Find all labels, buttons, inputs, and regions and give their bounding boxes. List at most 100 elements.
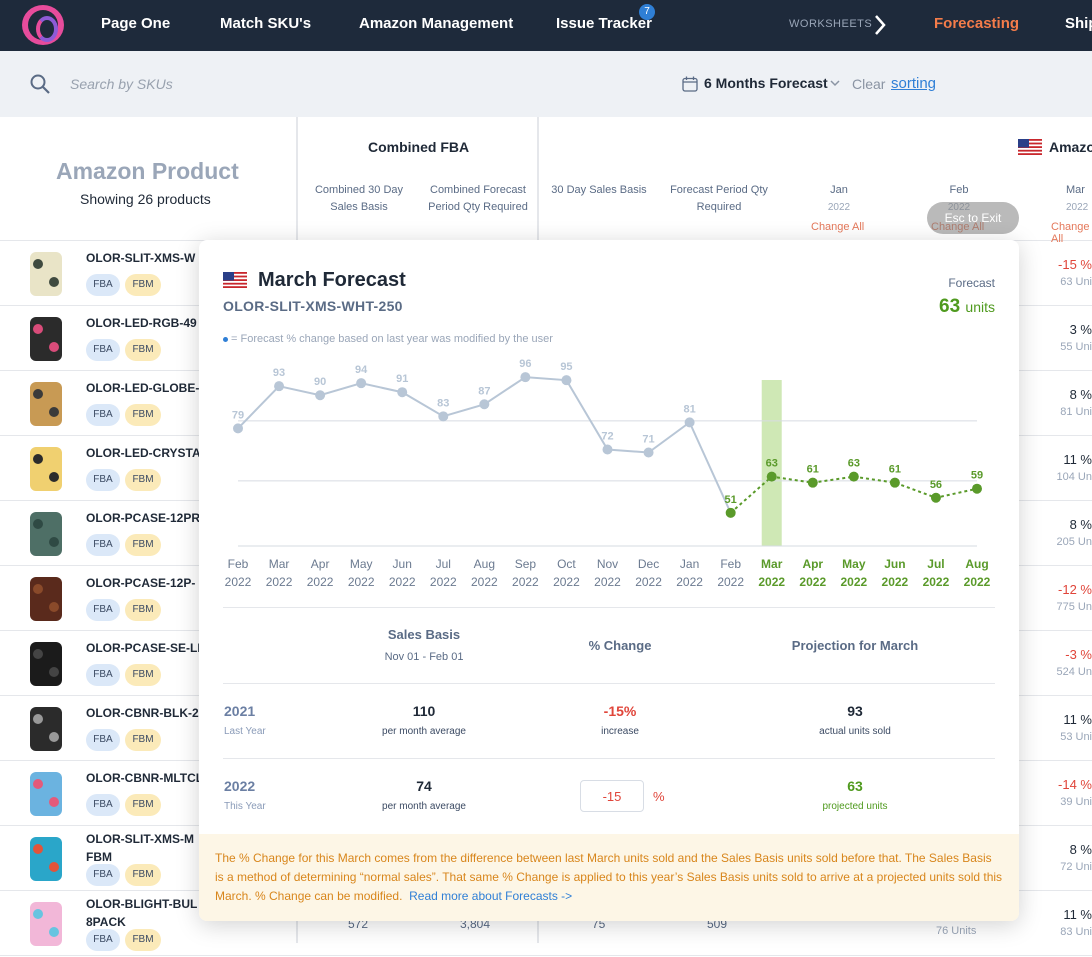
- x-tick-month: Dec: [638, 557, 659, 571]
- fba-tag: FBA: [86, 404, 120, 426]
- proj-2021: 93: [847, 703, 863, 719]
- data-point: [233, 423, 243, 434]
- sales-basis-header[interactable]: 30 Day Sales Basis: [551, 184, 647, 196]
- x-tick-year: 2022: [389, 575, 416, 589]
- x-tick-month: Apr: [311, 557, 330, 571]
- product-sku[interactable]: OLOR-PCASE-12PR: [86, 511, 201, 525]
- units-value: 39 Uni: [1060, 796, 1092, 808]
- data-label: 83: [437, 397, 449, 409]
- header-line: Combined Forecast: [430, 184, 526, 196]
- pct-change-value[interactable]: 8 %: [1069, 842, 1092, 857]
- product-sku[interactable]: OLOR-SLIT-XMS-W: [86, 251, 196, 265]
- proj-2022-sub: projected units: [822, 801, 888, 812]
- esc-to-exit-button[interactable]: Esc to Exit: [927, 202, 1019, 234]
- nav-forecasting[interactable]: Forecasting: [934, 15, 1020, 32]
- pct-change-value[interactable]: -14 %: [1058, 777, 1092, 792]
- forecast-period-select[interactable]: 6 Months Forecast: [704, 75, 828, 91]
- proj-2021-sub: actual units sold: [819, 726, 891, 737]
- row-units: 76 Units: [936, 925, 977, 937]
- table-row[interactable]: OLOR-SLIT-XMS-M FBM FBA FBM 8 % 72 Uni: [0, 826, 1092, 891]
- avg-2022-sub: per month average: [382, 801, 466, 812]
- x-tick-year: 2022: [553, 575, 580, 589]
- pct-change-value[interactable]: 11 %: [1063, 907, 1092, 922]
- combined-30-day-header[interactable]: Combined 30 Day Sales Basis: [306, 182, 412, 216]
- modified-dot-icon: [223, 336, 228, 342]
- pct-change-value[interactable]: -3 %: [1065, 647, 1092, 662]
- nav-worksheets[interactable]: WORKSHEETS: [789, 18, 873, 30]
- product-sku[interactable]: OLOR-LED-RGB-49: [86, 316, 197, 330]
- data-point: [684, 417, 695, 428]
- product-image: [20, 376, 72, 432]
- chevron-right-icon[interactable]: [873, 14, 887, 36]
- pct-change-value[interactable]: 3 %: [1069, 322, 1092, 337]
- x-tick-year: 2022: [635, 575, 662, 589]
- x-tick-year: 2022: [717, 575, 744, 589]
- x-tick-month: Jul: [436, 557, 451, 571]
- product-image: [20, 246, 72, 302]
- month-feb-header: Feb: [949, 184, 969, 196]
- forecast-modal: March Forecast OLOR-SLIT-XMS-WHT-250 For…: [199, 240, 1019, 921]
- change-2021-sub: increase: [601, 726, 639, 737]
- fba-tag: FBA: [86, 864, 120, 886]
- pct-change-value[interactable]: 11 %: [1063, 712, 1092, 727]
- nav-match-skus[interactable]: Match SKU's: [220, 15, 312, 32]
- pct-change-value[interactable]: 8 %: [1069, 517, 1092, 532]
- product-sku[interactable]: OLOR-BLIGHT-BUL: [86, 897, 198, 911]
- product-sku[interactable]: OLOR-CBNR-BLK-2: [86, 706, 199, 720]
- product-sku[interactable]: OLOR-CBNR-MLTCL: [86, 771, 204, 785]
- chevron-down-icon[interactable]: [830, 78, 840, 88]
- x-tick-year: 2022: [758, 575, 785, 589]
- nav-ship[interactable]: Ship: [1065, 15, 1092, 32]
- data-point: [602, 444, 613, 455]
- fba-tag: FBA: [86, 274, 120, 296]
- chart-legend-note: = Forecast % change based on last year w…: [223, 333, 553, 345]
- product-sku[interactable]: OLOR-PCASE-12P-: [86, 576, 196, 590]
- forecast-qty-header[interactable]: Forecast Period Qty Required: [660, 182, 778, 216]
- data-label: 94: [355, 364, 368, 376]
- x-tick-month: Jul: [927, 557, 944, 571]
- data-label: 63: [766, 458, 778, 470]
- pct-change-value[interactable]: -12 %: [1058, 582, 1092, 597]
- pct-change-value[interactable]: 8 %: [1069, 387, 1092, 402]
- forecast-chart: 79 93 90 94 91 83 87 96 95 72 71 81 51 63 61 63 61 56 59 Fe…: [225, 358, 991, 589]
- product-image: [20, 701, 72, 757]
- nav-issue-tracker[interactable]: Issue Tracker: [556, 15, 652, 32]
- nav-page-one[interactable]: Page One: [101, 15, 171, 32]
- fba-tag: FBA: [86, 534, 120, 556]
- combined-forecast-header[interactable]: Combined Forecast Period Qty Required: [421, 182, 535, 216]
- month-jan-header: Jan: [830, 184, 848, 196]
- app-logo[interactable]: [22, 5, 64, 45]
- highlight-bar: [761, 380, 782, 546]
- data-label: 91: [396, 373, 408, 385]
- nav-amazon-management[interactable]: Amazon Management: [359, 15, 514, 32]
- read-more-link[interactable]: Read more about Forecasts ->: [409, 889, 573, 903]
- x-tick-month: May: [842, 557, 866, 571]
- data-point: [725, 507, 736, 518]
- product-sku[interactable]: OLOR-SLIT-XMS-M: [86, 832, 194, 846]
- data-label: 79: [232, 409, 244, 421]
- product-sku[interactable]: OLOR-PCASE-SE-LI: [86, 641, 201, 655]
- product-image: [20, 441, 72, 497]
- units-value: 72 Uni: [1060, 861, 1092, 873]
- x-tick-year: 2022: [799, 575, 826, 589]
- data-point: [766, 471, 777, 482]
- proj-2022: 63: [847, 778, 863, 794]
- change-all-jan-link[interactable]: Change All: [811, 221, 865, 233]
- product-sku[interactable]: OLOR-LED-GLOBE-: [86, 381, 200, 395]
- data-label: 59: [971, 470, 983, 482]
- product-sku[interactable]: OLOR-LED-CRYSTA: [86, 446, 201, 460]
- data-label: 56: [930, 479, 942, 491]
- product-image: [20, 766, 72, 822]
- data-point: [315, 390, 326, 401]
- x-tick-month: Feb: [720, 557, 741, 571]
- pct-change-value[interactable]: 11 %: [1063, 452, 1092, 467]
- header-line: Combined 30 Day: [314, 184, 404, 196]
- pct-change-input[interactable]: [580, 780, 644, 812]
- search-input[interactable]: [62, 71, 362, 97]
- pct-change-value[interactable]: -15 %: [1058, 257, 1092, 272]
- clear-sorting-link[interactable]: sorting: [891, 75, 937, 92]
- x-tick-month: Jun: [884, 557, 905, 571]
- pct-sign: %: [653, 789, 665, 804]
- units-value: 83 Uni: [1060, 926, 1092, 938]
- change-all-mar-link[interactable]: Change All: [1051, 221, 1090, 245]
